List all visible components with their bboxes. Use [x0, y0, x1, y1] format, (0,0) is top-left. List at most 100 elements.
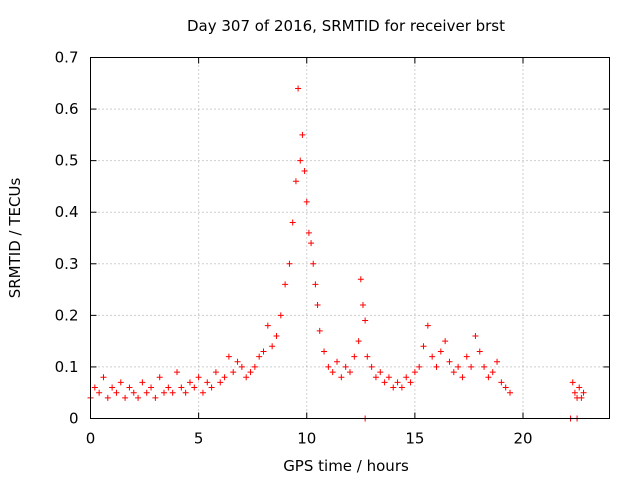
data-point — [390, 384, 397, 391]
data-point — [507, 389, 514, 396]
y-axis-label: SRMTID / TECUs — [6, 178, 24, 299]
data-point — [494, 358, 501, 365]
data-point — [212, 369, 219, 376]
data-point — [292, 178, 299, 185]
data-point — [122, 394, 129, 401]
data-point — [109, 384, 116, 391]
data-point — [286, 260, 293, 267]
data-point — [113, 389, 120, 396]
y-tick-label: 0 — [69, 410, 79, 428]
data-point — [301, 167, 308, 174]
data-point — [576, 384, 583, 391]
data-point — [416, 363, 423, 370]
data-point — [104, 394, 111, 401]
data-point — [273, 332, 280, 339]
data-point — [178, 384, 185, 391]
data-point — [321, 348, 328, 355]
plot-area-frame — [90, 57, 610, 419]
data-point — [199, 389, 206, 396]
data-point — [289, 219, 296, 226]
data-point — [455, 363, 462, 370]
data-point — [186, 379, 193, 386]
data-point — [314, 302, 321, 309]
data-point — [459, 374, 466, 381]
y-tick-label: 0.5 — [55, 152, 79, 170]
data-point — [238, 363, 245, 370]
data-point — [429, 353, 436, 360]
data-point — [338, 374, 345, 381]
data-point — [234, 358, 241, 365]
data-point — [476, 348, 483, 355]
data-point — [342, 363, 349, 370]
data-point — [420, 343, 427, 350]
data-point — [126, 384, 133, 391]
data-point — [191, 384, 198, 391]
data-point — [305, 229, 312, 236]
data-point — [139, 379, 146, 386]
data-point — [498, 379, 505, 386]
data-point — [468, 363, 475, 370]
data-point — [446, 358, 453, 365]
ticks: 0 0.1 0.2 0.3 0.4 0.5 0.6 0.7 0 5 10 15 20 — [55, 49, 610, 448]
x-axis-label: GPS time / hours — [283, 457, 409, 475]
data-point — [351, 353, 358, 360]
data-point — [100, 374, 107, 381]
x-tick-label: 20 — [513, 430, 532, 448]
data-point — [580, 389, 587, 396]
data-point — [156, 374, 163, 381]
data-point — [424, 322, 431, 329]
y-tick-label: 0.4 — [55, 203, 79, 221]
data-point — [403, 374, 410, 381]
data-point — [433, 363, 440, 370]
data-point — [334, 358, 341, 365]
data-point — [208, 384, 215, 391]
data-point — [251, 363, 258, 370]
data-point — [282, 281, 289, 288]
data-point — [578, 394, 585, 401]
data-point — [277, 312, 284, 319]
data-point — [269, 343, 276, 350]
grid — [90, 57, 610, 419]
data-point — [489, 369, 496, 376]
chart-title: Day 307 of 2016, SRMTID for receiver brs… — [187, 17, 505, 35]
data-point — [165, 384, 172, 391]
data-point — [472, 332, 479, 339]
data-point — [502, 384, 509, 391]
data-point — [169, 389, 176, 396]
data-point — [347, 369, 353, 376]
data-point — [230, 369, 237, 376]
data-point — [312, 281, 319, 288]
data-point — [174, 369, 180, 376]
data-point — [357, 276, 364, 283]
data-point — [355, 338, 362, 345]
data-point — [264, 322, 271, 329]
data-point — [485, 374, 492, 381]
data-point — [329, 369, 336, 376]
x-tick-label: 0 — [86, 430, 96, 448]
y-tick-label: 0.3 — [55, 255, 79, 273]
data-point — [377, 369, 384, 376]
data-point — [295, 85, 302, 92]
data-point — [381, 379, 388, 386]
data-point — [385, 374, 392, 381]
data-point — [316, 327, 323, 334]
data-point — [247, 369, 254, 376]
data-point — [308, 240, 315, 247]
data-point — [310, 260, 317, 267]
data-point — [398, 384, 405, 391]
data-point — [130, 389, 137, 396]
x-tick-label: 10 — [297, 430, 316, 448]
data-point — [96, 389, 103, 396]
data-point — [225, 353, 232, 360]
data-point — [152, 394, 159, 401]
data-point — [362, 317, 369, 324]
y-tick-label: 0.7 — [55, 49, 79, 67]
data-point — [368, 363, 375, 370]
data-point — [195, 374, 202, 381]
data-point — [481, 363, 488, 370]
data-point — [411, 369, 418, 376]
data-point — [217, 379, 224, 386]
data-point — [359, 302, 366, 309]
x-tick-label: 5 — [194, 430, 204, 448]
